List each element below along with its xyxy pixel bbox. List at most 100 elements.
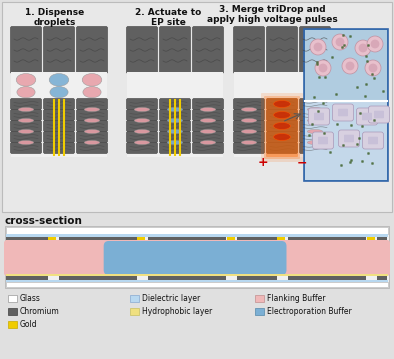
FancyBboxPatch shape — [76, 98, 108, 109]
FancyBboxPatch shape — [266, 121, 297, 131]
Ellipse shape — [84, 130, 100, 134]
FancyBboxPatch shape — [126, 121, 158, 131]
Bar — [234, 72, 330, 100]
Ellipse shape — [82, 74, 102, 86]
Ellipse shape — [50, 87, 68, 98]
FancyBboxPatch shape — [344, 135, 354, 142]
Text: 3. Merge triDrop and
apply high voltage pulses: 3. Merge triDrop and apply high voltage … — [206, 5, 337, 24]
Bar — [277, 237, 285, 240]
Ellipse shape — [241, 118, 257, 122]
FancyBboxPatch shape — [126, 143, 158, 154]
Ellipse shape — [84, 107, 100, 112]
FancyBboxPatch shape — [43, 121, 74, 131]
Ellipse shape — [167, 130, 183, 134]
Ellipse shape — [84, 140, 100, 145]
Bar — [11, 72, 107, 100]
FancyBboxPatch shape — [333, 104, 353, 121]
Circle shape — [314, 43, 322, 51]
Text: Chromium: Chromium — [20, 307, 60, 316]
FancyBboxPatch shape — [234, 143, 264, 154]
FancyBboxPatch shape — [126, 131, 158, 143]
Bar — [377, 276, 387, 280]
Ellipse shape — [18, 118, 34, 122]
Ellipse shape — [16, 74, 36, 86]
Bar — [6, 274, 388, 276]
FancyBboxPatch shape — [299, 109, 331, 121]
Bar — [130, 308, 139, 315]
FancyBboxPatch shape — [234, 27, 264, 74]
FancyBboxPatch shape — [11, 109, 41, 121]
FancyBboxPatch shape — [76, 131, 108, 143]
FancyBboxPatch shape — [266, 131, 297, 143]
Bar — [6, 276, 48, 280]
Ellipse shape — [134, 118, 150, 122]
Ellipse shape — [167, 140, 183, 145]
FancyBboxPatch shape — [338, 109, 348, 116]
Circle shape — [369, 64, 377, 73]
Text: 1. Dispense
droplets: 1. Dispense droplets — [25, 8, 85, 27]
Circle shape — [367, 36, 383, 52]
Bar — [6, 240, 388, 242]
Ellipse shape — [307, 140, 323, 145]
Bar — [6, 237, 48, 240]
Text: +: + — [257, 157, 268, 169]
FancyBboxPatch shape — [266, 143, 297, 154]
Bar — [255, 308, 264, 315]
Text: Hydrophobic layer: Hydrophobic layer — [142, 307, 212, 316]
FancyBboxPatch shape — [193, 121, 223, 131]
Ellipse shape — [307, 130, 323, 134]
Ellipse shape — [200, 130, 216, 134]
Bar — [6, 280, 388, 282]
Bar — [148, 237, 226, 240]
Circle shape — [336, 38, 344, 46]
FancyBboxPatch shape — [104, 241, 286, 275]
Bar — [130, 295, 139, 302]
FancyBboxPatch shape — [261, 93, 303, 162]
Ellipse shape — [18, 130, 34, 134]
Circle shape — [319, 64, 327, 73]
Bar — [8, 308, 17, 315]
Ellipse shape — [134, 107, 150, 112]
Circle shape — [355, 40, 371, 56]
FancyBboxPatch shape — [160, 27, 191, 74]
FancyBboxPatch shape — [368, 106, 390, 123]
FancyBboxPatch shape — [374, 111, 384, 118]
Ellipse shape — [241, 140, 257, 145]
Ellipse shape — [307, 118, 323, 122]
FancyBboxPatch shape — [264, 96, 300, 159]
FancyBboxPatch shape — [299, 27, 331, 74]
FancyBboxPatch shape — [11, 143, 41, 154]
Ellipse shape — [200, 118, 216, 122]
FancyBboxPatch shape — [299, 121, 331, 131]
Ellipse shape — [134, 140, 150, 145]
FancyBboxPatch shape — [126, 98, 158, 109]
Text: cross-section: cross-section — [5, 216, 83, 226]
FancyBboxPatch shape — [362, 132, 383, 149]
Bar — [6, 234, 388, 237]
Ellipse shape — [18, 140, 34, 145]
Bar — [305, 30, 387, 101]
Bar — [8, 295, 17, 302]
Circle shape — [342, 58, 358, 74]
Ellipse shape — [273, 112, 290, 118]
Bar — [367, 237, 375, 240]
FancyBboxPatch shape — [234, 131, 264, 143]
Text: Dielectric layer: Dielectric layer — [142, 294, 200, 303]
Circle shape — [315, 60, 331, 76]
Circle shape — [310, 39, 326, 55]
Bar — [255, 295, 264, 302]
Ellipse shape — [200, 107, 216, 112]
Ellipse shape — [273, 134, 290, 140]
Circle shape — [332, 34, 348, 50]
Ellipse shape — [17, 87, 35, 98]
Bar — [234, 100, 330, 157]
Circle shape — [365, 60, 381, 76]
Text: −: − — [296, 157, 307, 169]
FancyBboxPatch shape — [193, 143, 223, 154]
Bar — [59, 276, 137, 280]
FancyBboxPatch shape — [266, 98, 298, 157]
Ellipse shape — [167, 118, 183, 122]
Ellipse shape — [307, 107, 323, 112]
FancyBboxPatch shape — [43, 27, 74, 74]
Circle shape — [359, 43, 367, 52]
